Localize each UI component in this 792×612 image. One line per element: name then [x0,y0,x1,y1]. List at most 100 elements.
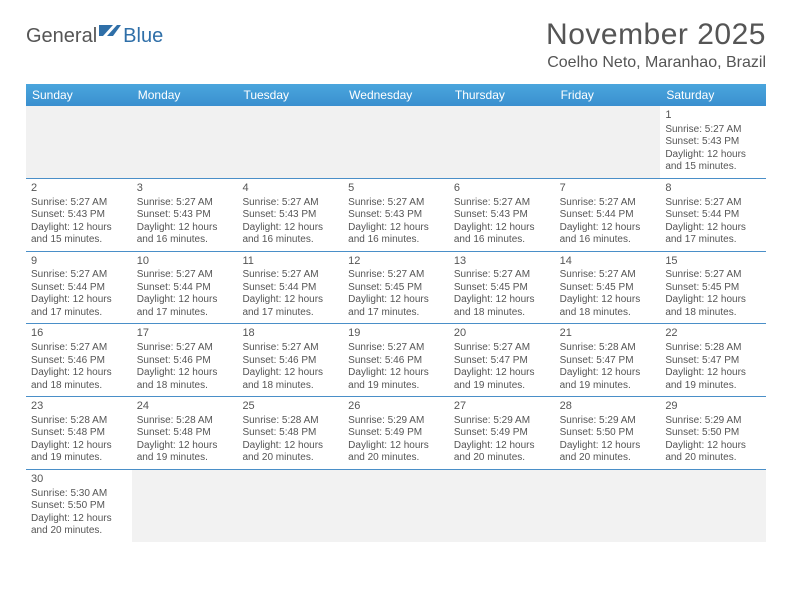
daylight-text: Daylight: 12 hours and 19 minutes. [560,367,656,392]
sunrise-text: Sunrise: 5:29 AM [665,415,761,428]
daylight-text: Daylight: 12 hours and 16 minutes. [137,222,233,247]
calendar-cell: 1Sunrise: 5:27 AMSunset: 5:43 PMDaylight… [660,106,766,178]
calendar-cell: 5Sunrise: 5:27 AMSunset: 5:43 PMDaylight… [343,179,449,251]
sunrise-text: Sunrise: 5:27 AM [31,342,127,355]
weekday-label: Friday [555,84,661,106]
daylight-text: Daylight: 12 hours and 17 minutes. [348,294,444,319]
day-number: 10 [137,255,233,269]
calendar-cell-empty [660,470,766,542]
sunrise-text: Sunrise: 5:27 AM [454,342,550,355]
day-number: 24 [137,400,233,414]
calendar-cell: 24Sunrise: 5:28 AMSunset: 5:48 PMDayligh… [132,397,238,469]
sunset-text: Sunset: 5:46 PM [137,355,233,368]
title-block: November 2025 Coelho Neto, Maranhao, Bra… [546,18,766,72]
day-number: 14 [560,255,656,269]
daylight-text: Daylight: 12 hours and 16 minutes. [560,222,656,247]
day-number: 20 [454,327,550,341]
calendar-cell-empty [343,106,449,178]
calendar-cell: 30Sunrise: 5:30 AMSunset: 5:50 PMDayligh… [26,470,132,542]
daylight-text: Daylight: 12 hours and 19 minutes. [665,367,761,392]
calendar-body: 1Sunrise: 5:27 AMSunset: 5:43 PMDaylight… [26,106,766,542]
calendar-cell-empty [449,106,555,178]
calendar-cell: 11Sunrise: 5:27 AMSunset: 5:44 PMDayligh… [237,252,343,324]
sunset-text: Sunset: 5:50 PM [31,500,127,513]
daylight-text: Daylight: 12 hours and 19 minutes. [137,440,233,465]
sunrise-text: Sunrise: 5:29 AM [454,415,550,428]
sunset-text: Sunset: 5:44 PM [31,282,127,295]
header: General Blue November 2025 Coelho Neto, … [26,18,766,72]
sunset-text: Sunset: 5:43 PM [665,136,761,149]
day-number: 13 [454,255,550,269]
weekday-label: Monday [132,84,238,106]
sunrise-text: Sunrise: 5:28 AM [31,415,127,428]
daylight-text: Daylight: 12 hours and 15 minutes. [665,149,761,174]
calendar-cell: 6Sunrise: 5:27 AMSunset: 5:43 PMDaylight… [449,179,555,251]
daylight-text: Daylight: 12 hours and 16 minutes. [242,222,338,247]
daylight-text: Daylight: 12 hours and 19 minutes. [454,367,550,392]
location-subtitle: Coelho Neto, Maranhao, Brazil [546,54,766,72]
day-number: 17 [137,327,233,341]
sunrise-text: Sunrise: 5:27 AM [454,197,550,210]
calendar-cell-empty [237,106,343,178]
calendar-cell-empty [237,470,343,542]
sunset-text: Sunset: 5:45 PM [454,282,550,295]
calendar-cell: 8Sunrise: 5:27 AMSunset: 5:44 PMDaylight… [660,179,766,251]
calendar-cell: 19Sunrise: 5:27 AMSunset: 5:46 PMDayligh… [343,324,449,396]
day-number: 4 [242,182,338,196]
daylight-text: Daylight: 12 hours and 16 minutes. [454,222,550,247]
sunset-text: Sunset: 5:43 PM [348,209,444,222]
daylight-text: Daylight: 12 hours and 18 minutes. [137,367,233,392]
daylight-text: Daylight: 12 hours and 20 minutes. [665,440,761,465]
sunrise-text: Sunrise: 5:28 AM [137,415,233,428]
calendar-cell: 16Sunrise: 5:27 AMSunset: 5:46 PMDayligh… [26,324,132,396]
sunrise-text: Sunrise: 5:27 AM [348,269,444,282]
day-number: 25 [242,400,338,414]
sunrise-text: Sunrise: 5:27 AM [665,269,761,282]
daylight-text: Daylight: 12 hours and 20 minutes. [31,513,127,538]
calendar-cell: 2Sunrise: 5:27 AMSunset: 5:43 PMDaylight… [26,179,132,251]
flag-icon [99,22,121,40]
weekday-label: Sunday [26,84,132,106]
sunrise-text: Sunrise: 5:27 AM [560,269,656,282]
daylight-text: Daylight: 12 hours and 18 minutes. [242,367,338,392]
daylight-text: Daylight: 12 hours and 15 minutes. [31,222,127,247]
daylight-text: Daylight: 12 hours and 20 minutes. [560,440,656,465]
day-number: 3 [137,182,233,196]
day-number: 22 [665,327,761,341]
sunrise-text: Sunrise: 5:27 AM [242,269,338,282]
daylight-text: Daylight: 12 hours and 18 minutes. [665,294,761,319]
sunset-text: Sunset: 5:47 PM [665,355,761,368]
brand-blue: Blue [123,25,163,48]
weekday-label: Wednesday [343,84,449,106]
sunrise-text: Sunrise: 5:28 AM [242,415,338,428]
calendar-cell: 9Sunrise: 5:27 AMSunset: 5:44 PMDaylight… [26,252,132,324]
calendar-row: 16Sunrise: 5:27 AMSunset: 5:46 PMDayligh… [26,324,766,397]
sunrise-text: Sunrise: 5:27 AM [665,124,761,137]
calendar-cell: 27Sunrise: 5:29 AMSunset: 5:49 PMDayligh… [449,397,555,469]
sunset-text: Sunset: 5:46 PM [242,355,338,368]
sunset-text: Sunset: 5:50 PM [665,427,761,440]
day-number: 29 [665,400,761,414]
sunset-text: Sunset: 5:48 PM [242,427,338,440]
sunrise-text: Sunrise: 5:27 AM [665,197,761,210]
daylight-text: Daylight: 12 hours and 17 minutes. [242,294,338,319]
calendar-cell: 25Sunrise: 5:28 AMSunset: 5:48 PMDayligh… [237,397,343,469]
sunset-text: Sunset: 5:46 PM [31,355,127,368]
sunset-text: Sunset: 5:44 PM [137,282,233,295]
daylight-text: Daylight: 12 hours and 17 minutes. [137,294,233,319]
calendar-cell: 3Sunrise: 5:27 AMSunset: 5:43 PMDaylight… [132,179,238,251]
calendar-cell-empty [555,106,661,178]
sunrise-text: Sunrise: 5:27 AM [242,342,338,355]
day-number: 7 [560,182,656,196]
sunset-text: Sunset: 5:43 PM [242,209,338,222]
sunset-text: Sunset: 5:47 PM [560,355,656,368]
calendar-cell-empty [26,106,132,178]
calendar-row: 23Sunrise: 5:28 AMSunset: 5:48 PMDayligh… [26,397,766,470]
calendar-cell: 13Sunrise: 5:27 AMSunset: 5:45 PMDayligh… [449,252,555,324]
daylight-text: Daylight: 12 hours and 20 minutes. [348,440,444,465]
sunset-text: Sunset: 5:44 PM [665,209,761,222]
day-number: 15 [665,255,761,269]
sunrise-text: Sunrise: 5:27 AM [137,269,233,282]
sunrise-text: Sunrise: 5:27 AM [348,342,444,355]
day-number: 6 [454,182,550,196]
